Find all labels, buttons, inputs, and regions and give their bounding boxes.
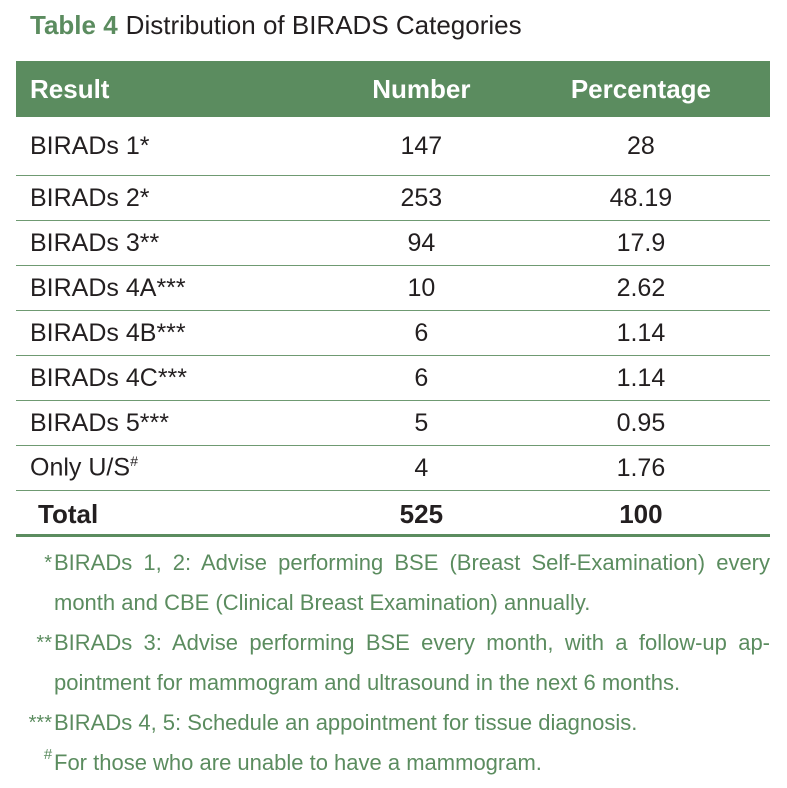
header-result: Result	[16, 61, 331, 117]
total-number: 525	[330, 490, 512, 537]
percentage-cell: 28	[627, 131, 655, 160]
number-cell: 6	[330, 310, 512, 356]
number-cell: 4	[330, 445, 512, 491]
percentage-cell: 1.14	[511, 355, 770, 401]
percentage-cell: 0.95	[511, 400, 770, 446]
table-row: BIRADs 5*** 5 0.95	[16, 400, 770, 446]
table-row: BIRADs 4C*** 6 1.14	[16, 355, 770, 401]
percentage-cell: 17.9	[511, 220, 770, 266]
footnote-marker: **	[139, 228, 160, 257]
table-row: BIRADs 3** 94 17.9	[16, 220, 770, 266]
footnote-mark: #	[43, 746, 52, 763]
header-number: Number	[330, 61, 512, 117]
result-cell: BIRADs 1*	[30, 131, 150, 160]
number-cell: 94	[330, 220, 512, 266]
footnote-mark: **	[36, 632, 52, 654]
number-cell: 5	[330, 400, 512, 446]
table-row: BIRADs 2* 253 48.19	[16, 175, 770, 221]
result-cell: BIRADs 2*	[16, 175, 331, 221]
footnote-marker: ***	[156, 318, 186, 347]
footnote-text: BIRADs 4, 5: Schedule an appointment for…	[54, 710, 638, 735]
table-row: BIRADs 4B*** 6 1.14	[16, 310, 770, 356]
table-bottom-rule	[16, 534, 770, 537]
total-percentage: 100	[511, 490, 770, 537]
percentage-cell: 1.14	[511, 310, 770, 356]
result-cell: Only U/S#	[16, 445, 331, 491]
table-row: BIRADs 1* 147 28	[16, 117, 770, 176]
birads-table: Result Number Percentage BIRADs 1* 147 2…	[16, 61, 770, 537]
percentage-cell: 48.19	[511, 175, 770, 221]
number-cell: 253	[330, 175, 512, 221]
number-cell: 6	[330, 355, 512, 401]
number-cell: 147	[400, 131, 443, 160]
result-cell: BIRADs 3**	[16, 220, 331, 266]
result-cell: BIRADs 5***	[16, 400, 331, 446]
footnotes: * BIRADs 1, 2: Advise performing BSE (Br…	[16, 543, 770, 783]
footnote: *** BIRADs 4, 5: Schedule an appointment…	[16, 703, 770, 743]
total-row: Total 525 100	[16, 490, 770, 537]
table-number: Table 4	[30, 10, 118, 40]
footnote-marker: ***	[156, 273, 186, 302]
footnote: * BIRADs 1, 2: Advise performing BSE (Br…	[16, 543, 770, 623]
table-row: BIRADs 4A*** 10 2.62	[16, 265, 770, 311]
percentage-cell: 1.76	[511, 445, 770, 491]
footnote: # For those who are unable to have a mam…	[16, 743, 770, 783]
footnote-marker: *	[139, 183, 150, 212]
footnote-marker: #	[130, 453, 138, 470]
table-title: Distribution of BIRADS Categories	[125, 10, 522, 40]
footnote-text: BIRADs 1, 2: Advise performing BSE (Brea…	[54, 550, 770, 615]
footnote-mark: ***	[28, 712, 52, 734]
footnote-text: For those who are unable to have a mammo…	[54, 750, 542, 775]
footnote-marker: ***	[157, 363, 187, 392]
table-caption: Table 4 Distribution of BIRADS Categories	[30, 8, 522, 42]
header-row: Result Number Percentage	[16, 61, 770, 117]
footnote-marker: ***	[139, 408, 169, 437]
percentage-cell: 2.62	[511, 265, 770, 311]
result-cell: BIRADs 4C***	[16, 355, 331, 401]
footnote-mark: *	[44, 552, 52, 574]
result-cell: BIRADs 4A***	[16, 265, 331, 311]
header-percentage: Percentage	[511, 61, 770, 117]
footnote-text: BIRADs 3: Advise performing BSE every mo…	[54, 630, 770, 695]
table-row: Only U/S# 4 1.76	[16, 445, 770, 491]
result-cell: BIRADs 4B***	[16, 310, 331, 356]
footnote-marker: *	[139, 131, 150, 160]
number-cell: 10	[330, 265, 512, 311]
footnote: ** BIRADs 3: Advise performing BSE every…	[16, 623, 770, 703]
total-label: Total	[16, 490, 331, 537]
